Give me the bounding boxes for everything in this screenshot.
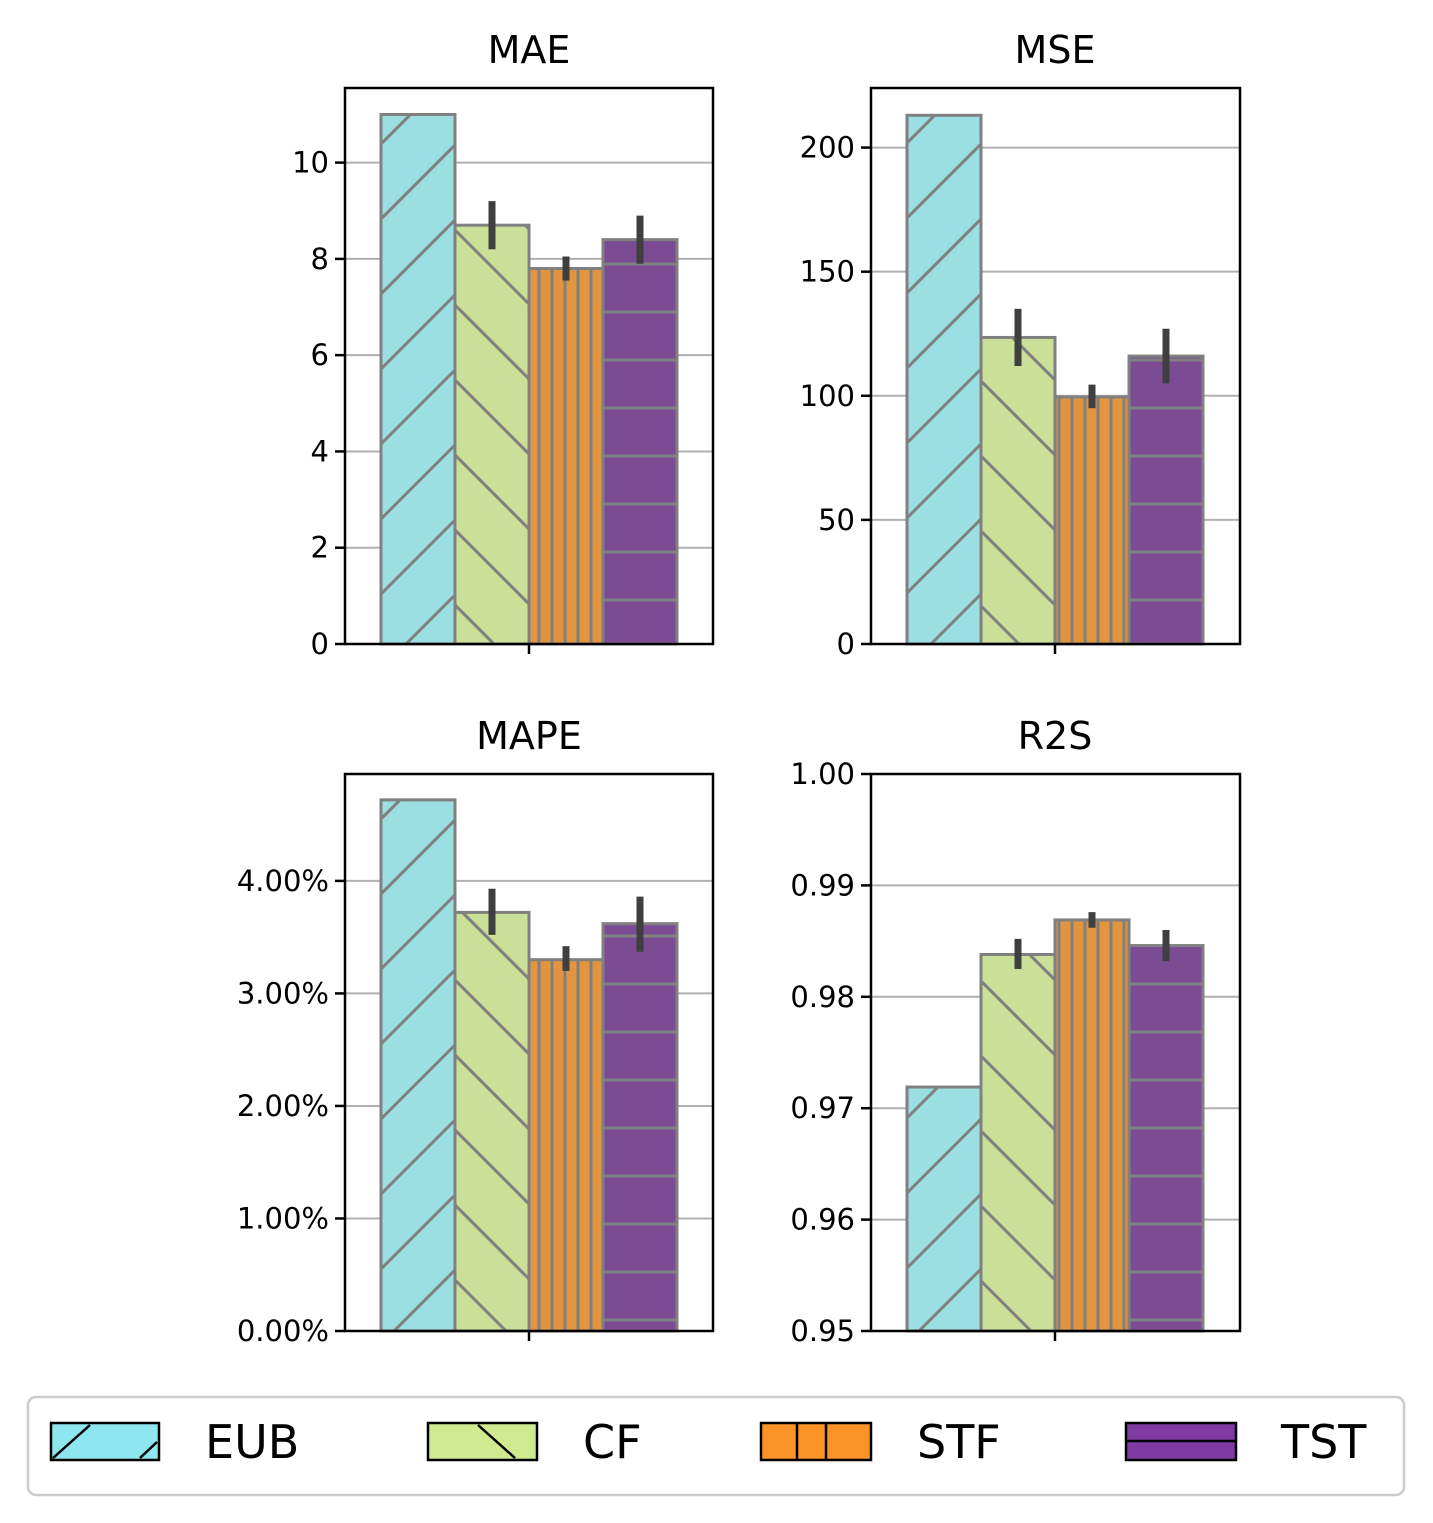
bar-hatch-tst	[1127, 944, 1205, 1333]
error-bars	[488, 201, 644, 281]
y-tick-label: 4.00%	[237, 864, 329, 898]
bar-hatch-eub	[379, 112, 457, 646]
subplot-r2s: R2S 0.95 0.96 0.97 0.98 0.99 1.00	[790, 714, 1242, 1348]
bar-hatch-cf	[979, 952, 1057, 1333]
y-tick-label: 3.00%	[237, 976, 329, 1010]
legend-label-eub: EUB	[205, 1415, 299, 1469]
chart-title: MSE	[1015, 28, 1096, 72]
y-tick-label: 10	[292, 146, 329, 180]
legend-hatch-eub	[139, 1441, 158, 1459]
bar-hatch-stf	[1053, 395, 1131, 646]
legend-label-tst: TST	[1280, 1415, 1367, 1469]
legend-label-cf: CF	[583, 1415, 642, 1469]
bar-hatch-cf	[453, 910, 531, 1333]
legend-hatch-eub	[52, 1424, 91, 1459]
y-tick-label: 150	[800, 255, 855, 289]
bar-hatch-eub	[905, 1085, 983, 1333]
error-bars	[488, 888, 644, 971]
error-bars	[1014, 912, 1170, 969]
y-tick-label: 4	[311, 434, 329, 468]
y-tick-label: 100	[800, 379, 855, 413]
y-tick-label: 0.99	[790, 868, 855, 902]
bar-hatch-tst	[601, 922, 679, 1333]
y-tick-label: 2	[311, 531, 329, 565]
bars	[905, 918, 1205, 1333]
subplot-mae: MAE 0 2 4 6 8 10	[292, 28, 715, 661]
bar-hatch-cf	[453, 223, 531, 646]
bar-hatch-stf	[527, 958, 605, 1333]
y-axis-ticks: 0 2 4 6 8 10	[292, 146, 345, 661]
bar-hatch-cf	[979, 335, 1057, 646]
y-axis-ticks: 0 50 100 150 200	[800, 131, 871, 661]
legend-swatch-stf	[759, 1421, 873, 1462]
subplot-mape: MAPE 0.00% 1.00% 2.00% 3.00% 4.00%	[237, 714, 715, 1348]
y-axis-ticks: 0.95 0.96 0.97 0.98 0.99 1.00	[790, 757, 871, 1348]
y-tick-label: 0.98	[790, 980, 855, 1014]
legend-swatch-eub	[49, 1421, 161, 1462]
y-tick-label: 0	[311, 627, 329, 661]
chart-title: R2S	[1018, 714, 1093, 758]
legend: EUB CF STF TST	[26, 1395, 1406, 1497]
y-axis-ticks: 0.00% 1.00% 2.00% 3.00% 4.00%	[237, 864, 345, 1348]
bar-hatch-stf	[527, 267, 605, 646]
y-tick-label: 200	[800, 131, 855, 165]
y-tick-label: 1.00	[790, 757, 855, 791]
y-tick-label: 0.97	[790, 1091, 855, 1125]
y-tick-label: 6	[311, 338, 329, 372]
y-tick-label: 0.00%	[237, 1314, 329, 1348]
chart-title: MAE	[488, 28, 571, 72]
y-tick-label: 0.96	[790, 1203, 855, 1237]
y-tick-label: 0.95	[790, 1314, 855, 1348]
legend-item-tst: TST	[1124, 1415, 1367, 1469]
bars	[379, 112, 679, 646]
legend-item-eub: EUB	[49, 1415, 299, 1469]
legend-item-cf: CF	[426, 1415, 642, 1469]
y-tick-label: 1.00%	[237, 1201, 329, 1235]
legend-frame	[26, 1395, 1406, 1497]
bar-hatch-eub	[905, 113, 983, 646]
bars	[905, 113, 1205, 646]
chart-title: MAPE	[476, 714, 582, 758]
bar-hatch-eub	[379, 798, 457, 1333]
error-bars	[1014, 308, 1170, 409]
y-tick-label: 8	[311, 242, 329, 276]
subplot-mse: MSE 0 50 100 150 200	[800, 28, 1242, 661]
legend-hatch-cf	[477, 1424, 516, 1459]
bars	[379, 798, 679, 1333]
y-tick-label: 0	[837, 627, 855, 661]
bar-hatch-tst	[1127, 354, 1205, 646]
bar-hatch-stf	[1053, 918, 1131, 1333]
legend-label-stf: STF	[917, 1415, 1001, 1469]
y-tick-label: 50	[818, 503, 855, 537]
legend-item-stf: STF	[759, 1415, 1001, 1469]
bar-hatch-tst	[601, 238, 679, 646]
y-tick-label: 2.00%	[237, 1089, 329, 1123]
